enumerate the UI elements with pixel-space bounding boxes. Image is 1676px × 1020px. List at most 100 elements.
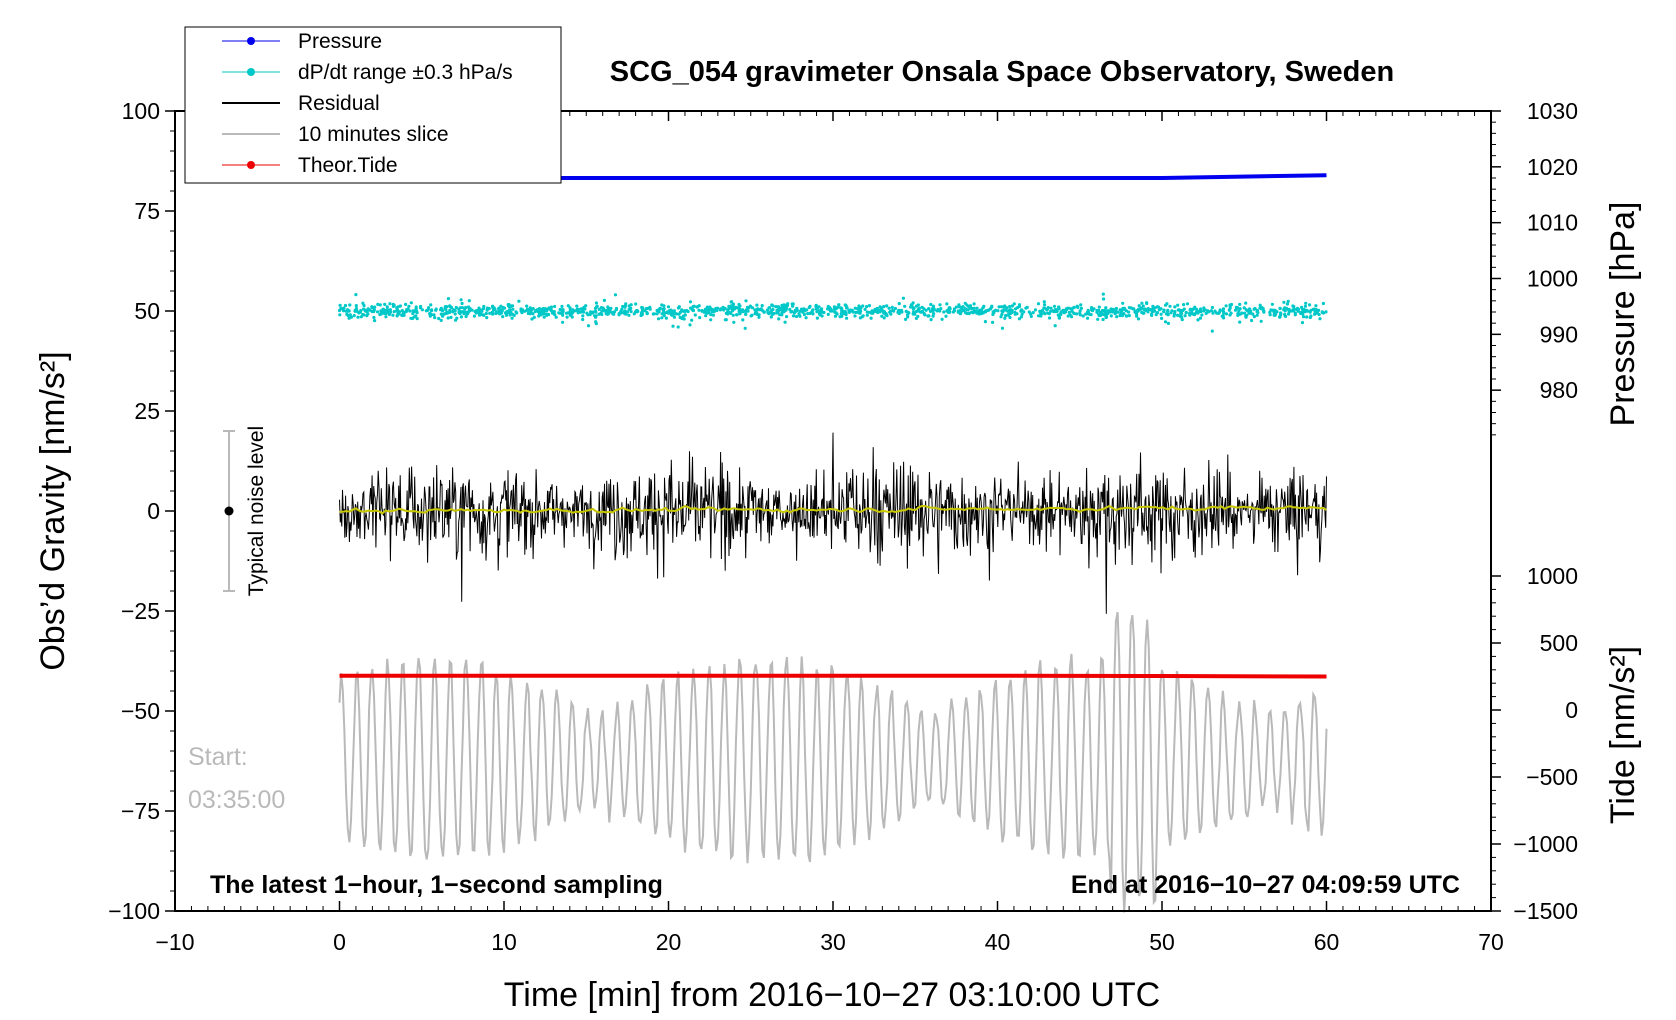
dpdt-point xyxy=(1270,302,1274,306)
dpdt-point xyxy=(1242,306,1246,310)
dpdt-point xyxy=(926,314,930,318)
dpdt-point xyxy=(1103,312,1107,316)
dpdt-point xyxy=(507,309,511,313)
dpdt-point xyxy=(1124,314,1129,318)
dpdt-point xyxy=(711,313,716,317)
dpdt-point xyxy=(1293,313,1297,317)
dpdt-point xyxy=(897,302,901,306)
dpdt-point xyxy=(1321,311,1326,315)
dpdt-point xyxy=(508,313,512,317)
residual-series-line xyxy=(339,432,1327,614)
dpdt-point xyxy=(455,316,459,320)
dpdt-point xyxy=(1059,311,1063,315)
dpdt-point xyxy=(627,313,631,317)
x-tick-label: 10 xyxy=(491,929,517,955)
dpdt-point xyxy=(1224,312,1229,316)
dpdt-point xyxy=(664,316,669,320)
dpdt-point xyxy=(629,303,633,307)
dpdt-point xyxy=(545,309,549,313)
dpdt-point xyxy=(1237,309,1241,313)
dpdt-point xyxy=(1300,321,1305,325)
dpdt-point xyxy=(1196,318,1200,322)
dpdt-point xyxy=(686,309,690,314)
dpdt-point xyxy=(1304,301,1308,305)
dpdt-point xyxy=(826,312,830,316)
chart-title: SCG_054 gravimeter Onsala Space Observat… xyxy=(610,56,1394,88)
dpdt-point xyxy=(672,315,677,319)
dpdt-point xyxy=(698,316,702,320)
dpdt-point xyxy=(667,311,671,315)
dpdt-point xyxy=(507,303,511,307)
dpdt-point xyxy=(691,305,695,309)
dpdt-point xyxy=(948,310,952,314)
dpdt-point xyxy=(1305,315,1309,319)
dpdt-point xyxy=(354,304,358,308)
dpdt-point xyxy=(1118,314,1122,318)
dpdt-point xyxy=(660,303,664,307)
dpdt-point xyxy=(386,311,390,315)
dpdt-point xyxy=(1245,313,1249,317)
dpdt-point xyxy=(893,306,898,311)
dpdt-point xyxy=(776,309,781,313)
dpdt-point xyxy=(731,307,736,311)
dpdt-point xyxy=(463,307,467,311)
dpdt-point xyxy=(606,305,610,309)
dpdt-point xyxy=(1236,313,1240,317)
dpdt-point xyxy=(611,312,615,316)
dpdt-point xyxy=(945,302,949,306)
dpdt-point xyxy=(525,304,529,308)
dpdt-point xyxy=(1198,316,1203,320)
dpdt-point xyxy=(815,310,819,314)
dpdt-point xyxy=(395,306,399,310)
noise-label: Typical noise level xyxy=(245,426,268,596)
dpdt-point xyxy=(878,305,882,309)
dpdt-point xyxy=(1248,311,1252,315)
pressure-tick-label: 1010 xyxy=(1527,210,1578,236)
dpdt-point xyxy=(439,318,443,322)
dpdt-point xyxy=(983,309,987,313)
dpdt-point xyxy=(1222,311,1226,315)
dpdt-point xyxy=(867,310,871,314)
dpdt-point xyxy=(363,309,367,313)
dpdt-point xyxy=(676,306,681,310)
legend-label: Residual xyxy=(298,92,380,115)
dpdt-point xyxy=(1146,308,1150,312)
dpdt-point xyxy=(376,302,380,306)
dpdt-point xyxy=(691,309,696,313)
dpdt-point xyxy=(1003,304,1007,308)
dpdt-point xyxy=(916,308,920,312)
x-tick-label: 20 xyxy=(656,929,682,955)
dpdt-point xyxy=(957,303,961,307)
dpdt-point xyxy=(1057,305,1061,309)
tide-tick-label: 0 xyxy=(1565,697,1578,723)
dpdt-point xyxy=(1190,309,1194,313)
dpdt-point xyxy=(991,320,995,324)
dpdt-point xyxy=(586,324,591,328)
dpdt-point xyxy=(1038,311,1042,315)
dpdt-point xyxy=(517,299,521,303)
tide-tick-label: 1000 xyxy=(1527,563,1578,589)
dpdt-point xyxy=(1005,309,1009,313)
dpdt-point xyxy=(869,316,873,320)
dpdt-point xyxy=(745,305,750,309)
legend-label: dP/dt range ±0.3 hPa/s xyxy=(298,61,513,84)
x-tick-label: 70 xyxy=(1478,929,1504,955)
dpdt-point xyxy=(411,309,415,313)
dpdt-point xyxy=(1300,305,1304,309)
dpdt-point xyxy=(501,306,505,310)
dpdt-point xyxy=(432,313,436,317)
dpdt-point xyxy=(597,307,601,311)
dpdt-point xyxy=(697,308,701,312)
dpdt-point xyxy=(942,310,946,314)
dpdt-point xyxy=(1040,308,1045,312)
dpdt-point xyxy=(378,303,382,307)
dpdt-point xyxy=(688,300,693,304)
y-left-tick-label: −50 xyxy=(121,698,160,724)
y-left-tick-label: 75 xyxy=(134,198,160,224)
dpdt-point xyxy=(1191,312,1195,316)
y-left-tick-label: 100 xyxy=(122,98,160,124)
dpdt-point xyxy=(525,307,530,311)
dpdt-point xyxy=(731,304,735,309)
dpdt-point xyxy=(682,317,686,321)
